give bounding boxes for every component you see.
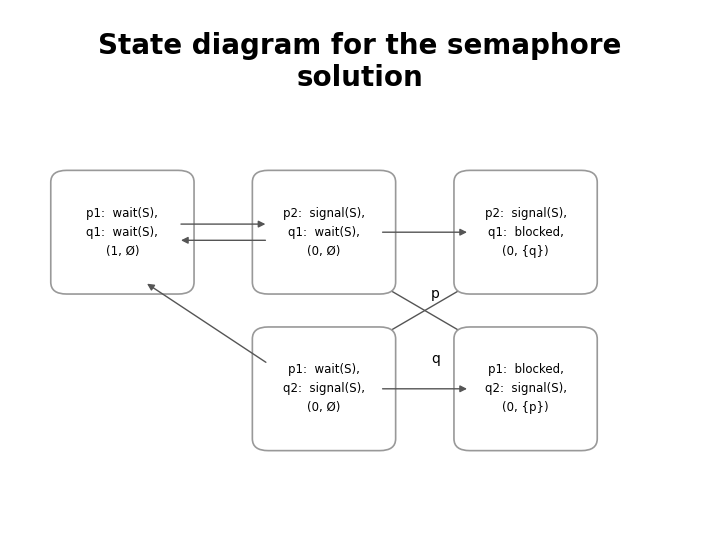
FancyBboxPatch shape — [50, 171, 194, 294]
FancyBboxPatch shape — [454, 171, 597, 294]
FancyBboxPatch shape — [252, 171, 396, 294]
Text: p2:  signal(S),
q1:  wait(S),
(0, Ø): p2: signal(S), q1: wait(S), (0, Ø) — [283, 207, 365, 258]
Text: p2:  signal(S),
q1:  blocked,
(0, {q}): p2: signal(S), q1: blocked, (0, {q}) — [485, 207, 567, 258]
Text: p: p — [431, 287, 440, 301]
Text: State diagram for the semaphore: State diagram for the semaphore — [99, 32, 621, 60]
Text: q: q — [431, 352, 440, 366]
FancyBboxPatch shape — [454, 327, 597, 450]
Text: p1:  wait(S),
q2:  signal(S),
(0, Ø): p1: wait(S), q2: signal(S), (0, Ø) — [283, 363, 365, 414]
Text: solution: solution — [297, 64, 423, 92]
FancyBboxPatch shape — [252, 327, 396, 450]
Text: p1:  wait(S),
q1:  wait(S),
(1, Ø): p1: wait(S), q1: wait(S), (1, Ø) — [86, 207, 158, 258]
Text: p1:  blocked,
q2:  signal(S),
(0, {p}): p1: blocked, q2: signal(S), (0, {p}) — [485, 363, 567, 414]
